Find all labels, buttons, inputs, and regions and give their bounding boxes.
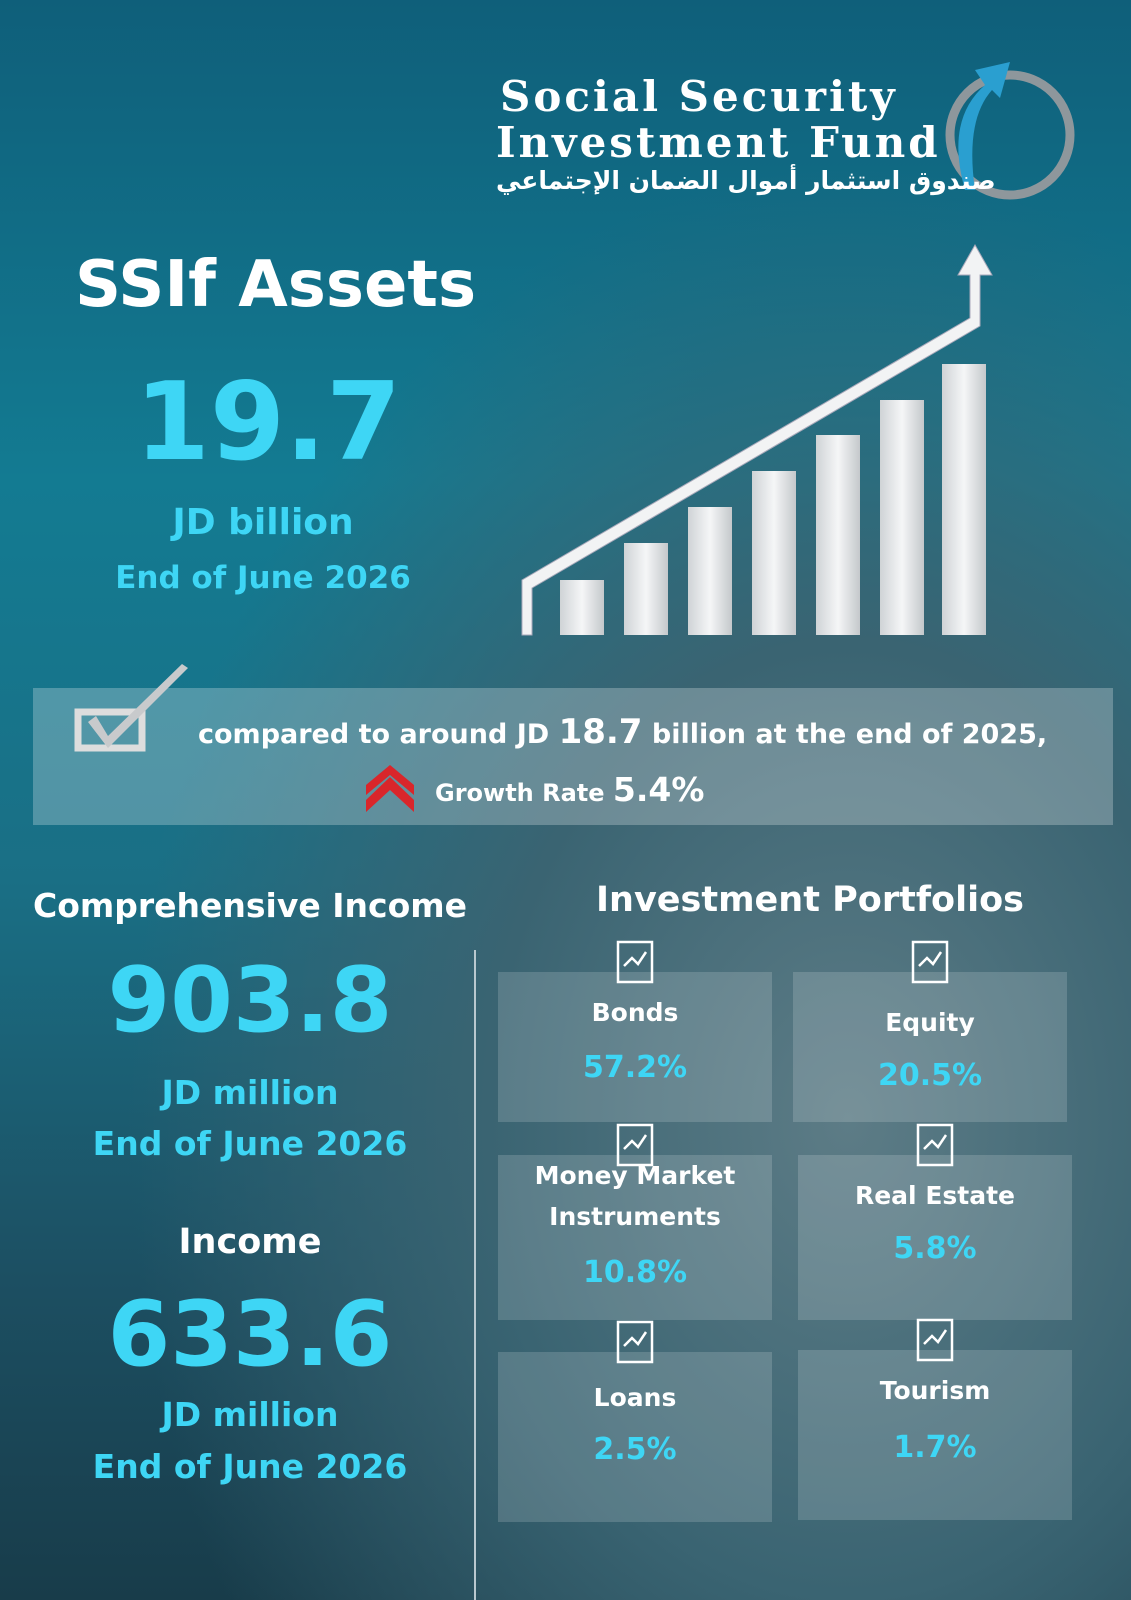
assets-unit: JD billion — [172, 502, 354, 543]
income-value: 633.6 — [107, 1282, 393, 1387]
comparison-prefix: compared to around JD — [198, 719, 550, 750]
income-title: Income — [178, 1222, 322, 1262]
assets-title: SSIf Assets — [75, 248, 477, 322]
growth-label: Growth Rate — [435, 779, 605, 807]
portfolio-share: 57.2% — [582, 1050, 688, 1085]
portfolio-share: 20.5% — [877, 1058, 983, 1093]
growth-arrow — [521, 243, 993, 636]
logo-arabic: صندوق استثمار أموال الضمان الإجتماعي — [496, 166, 996, 195]
portfolio-name: Loans — [593, 1383, 677, 1412]
comprehensive-income-value: 903.8 — [107, 948, 393, 1053]
income-date: End of June 2026 — [92, 1447, 408, 1486]
portfolio-card: Money Market Instruments 10.8% — [498, 1155, 772, 1320]
portfolio-card: Real Estate 5.8% — [798, 1155, 1072, 1320]
portfolio-name: Equity — [885, 1008, 975, 1037]
income-unit: JD million — [161, 1395, 339, 1434]
comprehensive-income-date: End of June 2026 — [92, 1124, 408, 1163]
portfolio-share: 2.5% — [593, 1432, 677, 1467]
portfolio-card: Loans 2.5% — [498, 1352, 772, 1522]
comprehensive-income-unit: JD million — [161, 1073, 339, 1112]
portfolio-icon — [616, 940, 654, 984]
growth-bars — [560, 364, 986, 635]
portfolio-name: Money Market Instruments — [534, 1161, 736, 1231]
portfolios-title: Investment Portfolios — [596, 880, 1024, 920]
comparison-line: compared to around JD 18.7 billion at th… — [198, 712, 1047, 752]
growth-value: 5.4% — [612, 770, 705, 809]
portfolio-name: Bonds — [591, 998, 679, 1027]
check-icon — [74, 664, 188, 752]
portfolio-share: 5.8% — [893, 1231, 977, 1266]
comparison-amount: 18.7 — [558, 712, 643, 752]
portfolio-icon — [616, 1320, 654, 1364]
assets-date: End of June 2026 — [115, 560, 411, 596]
portfolio-share: 10.8% — [582, 1255, 688, 1290]
logo-ring — [945, 70, 1075, 200]
portfolio-name: Tourism — [879, 1376, 991, 1405]
comprehensive-income-title: Comprehensive Income — [32, 886, 468, 925]
portfolio-icon — [616, 1123, 654, 1167]
growth-line: Growth Rate 5.4% — [435, 770, 704, 809]
portfolio-icon — [911, 940, 949, 984]
portfolio-card: Equity 20.5% — [793, 972, 1067, 1122]
growth-chevron — [366, 765, 414, 812]
portfolio-card: Bonds 57.2% — [498, 972, 772, 1122]
portfolio-share: 1.7% — [893, 1430, 977, 1465]
portfolio-name: Real Estate — [854, 1181, 1016, 1210]
comparison-suffix: billion at the end of 2025, — [651, 719, 1048, 750]
assets-value: 19.7 — [134, 360, 402, 485]
comparison-band — [33, 688, 1113, 825]
logo-line1: Social Security — [500, 72, 898, 121]
logo-arrow — [958, 62, 1010, 190]
portfolio-icon — [916, 1318, 954, 1362]
portfolio-icon — [916, 1123, 954, 1167]
portfolio-card: Tourism 1.7% — [798, 1350, 1072, 1520]
logo-line2: Investment Fund — [496, 118, 941, 167]
